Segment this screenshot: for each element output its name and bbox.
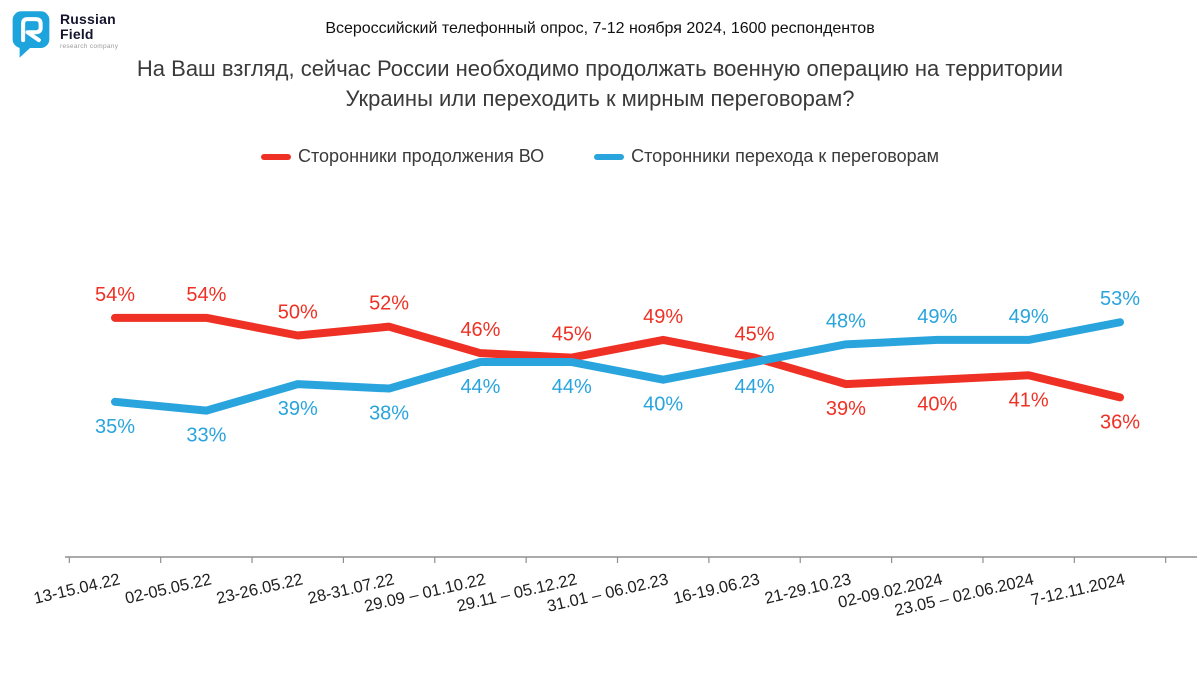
legend-item-continue-war: Сторонники продолжения ВО (261, 146, 544, 167)
russian-field-logo: Russian Field research company (10, 8, 118, 60)
chart-legend: Сторонники продолжения ВО Сторонники пер… (0, 146, 1200, 167)
data-point-label: 48% (826, 310, 866, 332)
data-point-label: 53% (1100, 288, 1140, 310)
data-point-label: 52% (369, 293, 409, 315)
data-point-label: 44% (552, 376, 592, 398)
legend-swatch-red (261, 153, 291, 160)
data-point-label: 54% (95, 284, 135, 306)
data-point-label: 38% (369, 403, 409, 425)
data-point-label: 39% (278, 398, 318, 420)
legend-swatch-blue (594, 153, 625, 160)
data-point-label: 46% (460, 319, 500, 341)
x-tick-label: 7-12.11.2024 (1029, 570, 1127, 609)
data-point-label: 39% (826, 398, 866, 420)
legend-item-negotiations: Сторонники перехода к переговорам (594, 146, 939, 167)
data-point-label: 44% (460, 376, 500, 398)
x-tick-label: 23-26.05.22 (215, 570, 305, 607)
russian-field-logo-text: Russian Field research company (60, 8, 118, 51)
survey-header: Всероссийский телефонный опрос, 7-12 ноя… (325, 20, 875, 37)
data-point-label: 36% (1100, 411, 1140, 433)
data-point-label: 45% (552, 324, 592, 346)
data-point-label: 40% (643, 394, 683, 416)
logo-tagline: research company (60, 43, 119, 51)
logo-brand-line1: Russian (60, 11, 116, 27)
data-point-label: 49% (917, 306, 957, 328)
legend-label: Сторонники продолжения ВО (298, 146, 545, 166)
series-line-negotiations (111, 318, 1125, 415)
data-point-label: 33% (186, 425, 226, 447)
logo-brand-line2: Field (60, 25, 94, 42)
x-tick-label: 02-05.05.22 (123, 570, 213, 607)
data-point-label: 41% (1009, 389, 1049, 411)
x-tick-label: 13-15.04.22 (32, 570, 122, 607)
x-tick-label: 16-19.06.23 (672, 570, 762, 607)
series-line-continue-war (111, 313, 1125, 402)
data-point-label: 49% (1009, 306, 1049, 328)
data-point-label: 49% (643, 306, 683, 328)
legend-label: Сторонники перехода к переговорам (631, 146, 939, 166)
data-point-label: 44% (735, 376, 775, 398)
data-point-label: 35% (95, 416, 135, 438)
data-point-label: 45% (735, 324, 775, 346)
russian-field-logo-icon (12, 11, 50, 58)
data-point-label: 54% (186, 284, 226, 306)
data-point-label: 40% (917, 394, 957, 416)
page-title: На Ваш взгляд, сейчас России необходимо … (136, 56, 1064, 111)
data-point-label: 50% (278, 302, 318, 324)
